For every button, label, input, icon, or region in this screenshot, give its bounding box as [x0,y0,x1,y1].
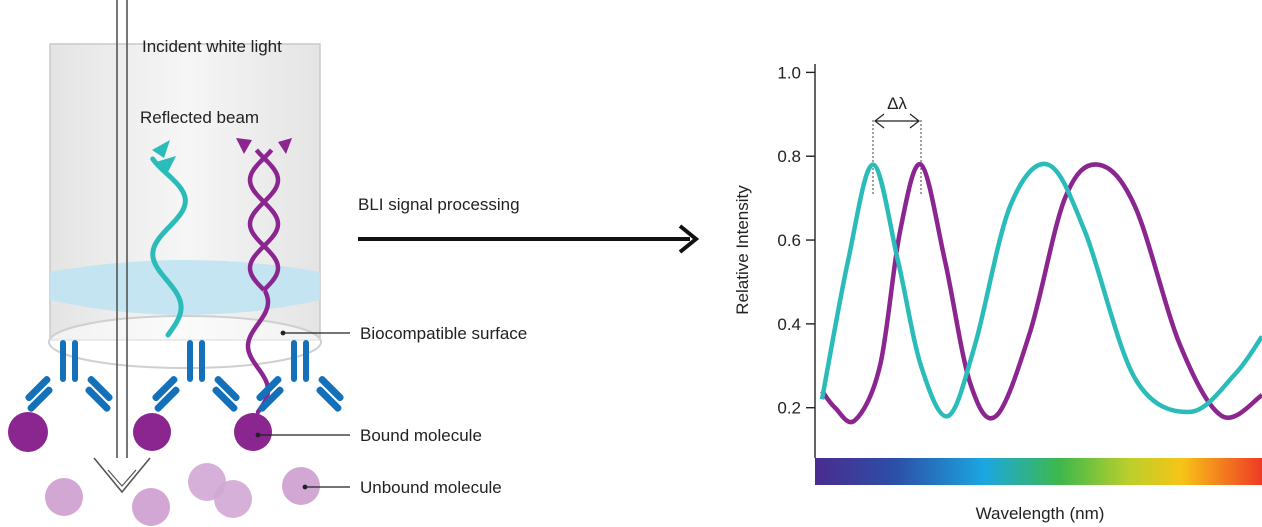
y-ticks: 0.2 0.4 0.6 0.8 1.0 [777,63,815,418]
y-tick-label: 0.2 [777,399,801,418]
bound-molecule-2 [133,413,171,451]
delta-lambda-label: Δλ [887,94,907,113]
antibody-icon [25,340,113,412]
series-purple-line [820,162,1262,425]
y-tick-label: 0.6 [777,231,801,250]
bound-molecule-3 [234,413,272,451]
bound-molecule-label: Bound molecule [360,426,482,445]
antibody-icon [152,340,240,412]
spectrum-bar [815,458,1262,485]
process-arrowhead-icon [678,224,700,254]
unbound-molecule-label: Unbound molecule [360,478,502,497]
chart: 0.2 0.4 0.6 0.8 1.0 Relative Intensity Wavel… [733,63,1262,523]
antibodies [25,340,344,412]
teal-arrowhead-icon [152,140,170,158]
teal-arrowhead-icon-2 [156,156,176,172]
incident-light-arrow [93,0,151,494]
y-tick-label: 1.0 [777,63,801,82]
sensor-bottom-ring [48,315,322,369]
reflected-beam-label: Reflected beam [140,108,259,127]
unbound-molecules [45,463,320,526]
surface-label: Biocompatible surface [360,324,527,343]
y-tick-label: 0.4 [777,315,801,334]
purple-arrowhead-icon-2 [278,138,292,154]
antibody-icon [256,340,344,412]
purple-arrowhead-icon [236,138,252,154]
bound-molecule-1 [8,412,48,452]
process-label: BLI signal processing [358,195,520,214]
y-tick-label: 0.8 [777,147,801,166]
teal-reflected-wave [150,156,188,338]
y-axis-label: Relative Intensity [733,185,752,315]
series-teal-line [819,161,1262,419]
x-axis-label: Wavelength (nm) [976,504,1105,523]
incident-light-label: Incident white light [142,37,282,56]
